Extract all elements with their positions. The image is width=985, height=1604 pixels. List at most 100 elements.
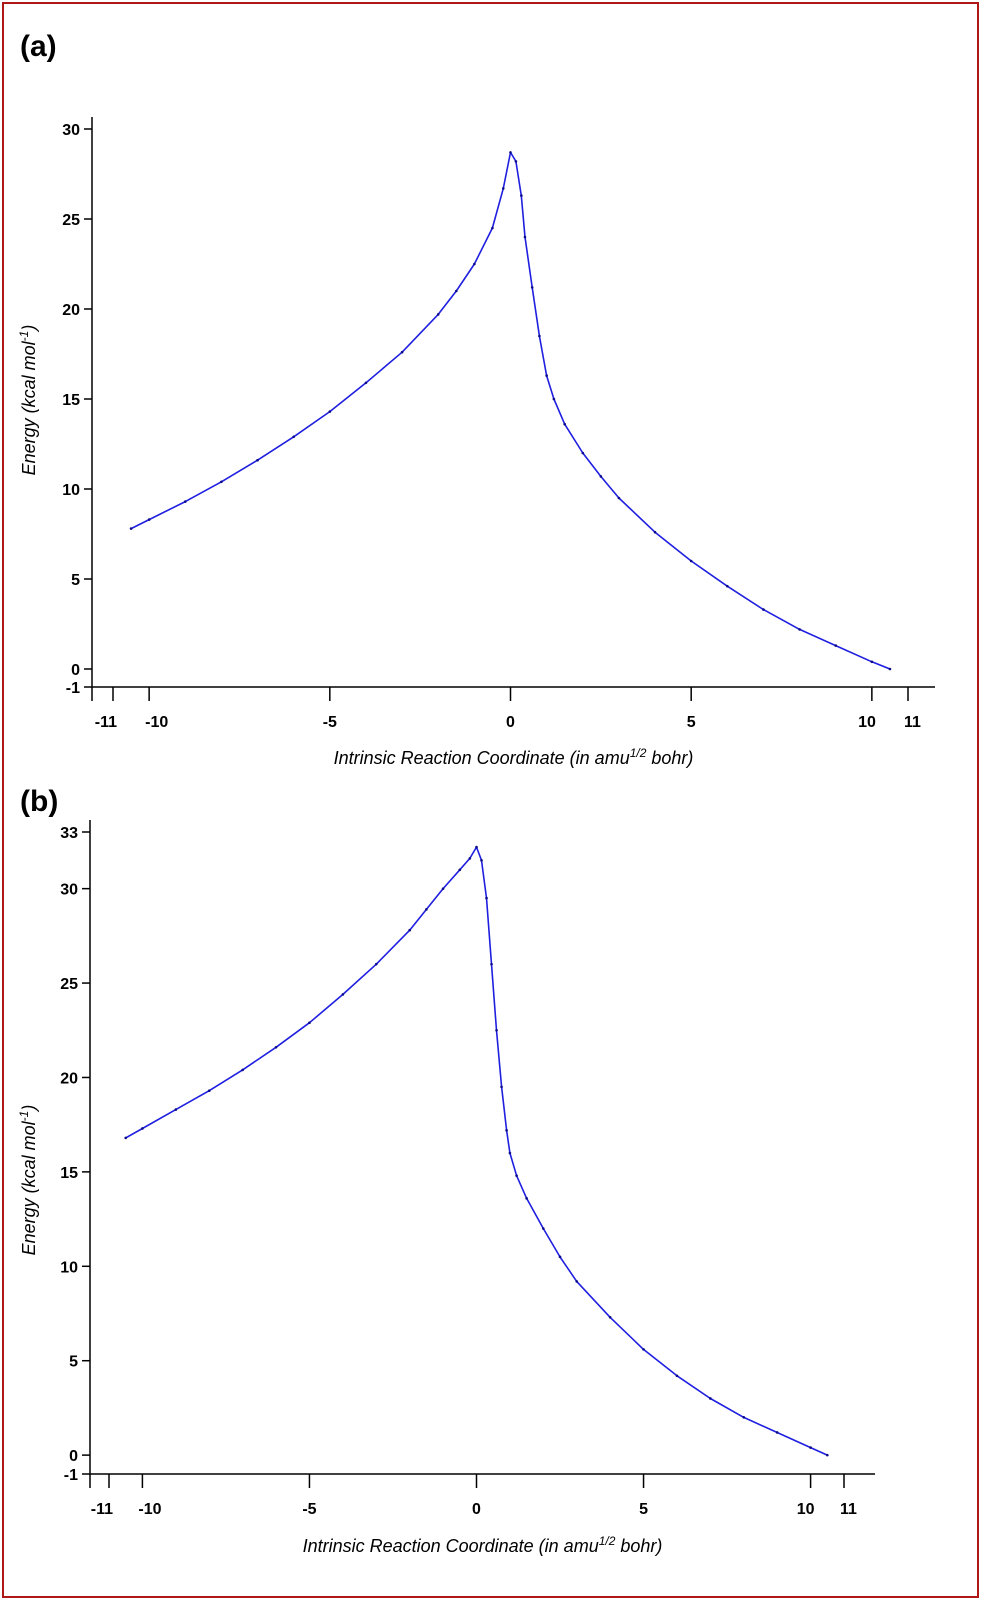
x-tick-label-a: 5 — [687, 714, 696, 731]
data-point-a — [538, 335, 541, 338]
y-tick-label-b: 30 — [60, 882, 78, 899]
data-point-a — [618, 497, 621, 500]
data-point-b — [575, 1280, 578, 1283]
data-point-b — [175, 1108, 178, 1111]
data-point-b — [509, 1152, 512, 1155]
data-point-a — [515, 160, 518, 163]
data-point-b — [642, 1348, 645, 1351]
data-point-b — [442, 887, 445, 890]
data-point-b — [375, 963, 378, 966]
x-tick-label-b: 5 — [639, 1501, 648, 1518]
series-line-a — [131, 152, 890, 669]
x-tick-label-a: 10 — [858, 714, 876, 731]
y-tick-label-b: 33 — [60, 825, 78, 842]
data-point-b — [469, 857, 472, 860]
data-point-a — [437, 313, 440, 316]
data-point-b — [208, 1089, 211, 1092]
data-point-a — [524, 236, 527, 239]
data-point-b — [709, 1397, 712, 1400]
data-point-b — [275, 1046, 278, 1049]
data-point-a — [148, 518, 151, 521]
data-point-a — [292, 436, 295, 439]
data-point-a — [220, 481, 223, 484]
data-point-b — [342, 993, 345, 996]
y-tick-label-a: -1 — [66, 680, 80, 697]
data-point-b — [542, 1227, 545, 1230]
data-point-a — [329, 410, 332, 413]
data-point-a — [365, 382, 368, 385]
x-axis-title-a: Intrinsic Reaction Coordinate (in amu1/2… — [334, 746, 694, 768]
chart-b: -105101520253033-11 -10 -5 0 5 10 11Intrinsic … — [0, 780, 985, 1604]
data-point-a — [690, 560, 693, 563]
data-point-a — [545, 374, 548, 377]
data-point-b — [525, 1197, 528, 1200]
x-tick-label-a: -10 — [145, 714, 168, 731]
data-point-b — [475, 846, 478, 849]
y-tick-label-a: 15 — [62, 392, 80, 409]
data-point-b — [826, 1454, 829, 1457]
data-point-b — [559, 1256, 562, 1259]
data-point-a — [473, 263, 476, 266]
data-point-b — [485, 897, 488, 900]
y-tick-label-b: 10 — [60, 1259, 78, 1276]
data-point-a — [509, 151, 512, 154]
data-point-a — [520, 194, 523, 197]
data-point-a — [401, 351, 404, 354]
y-tick-label-b: 0 — [69, 1448, 78, 1465]
data-point-a — [726, 585, 729, 588]
data-point-a — [654, 531, 657, 534]
data-point-b — [241, 1069, 244, 1072]
y-tick-label-a: 0 — [71, 662, 80, 679]
data-point-b — [676, 1375, 679, 1378]
data-point-b — [505, 1129, 508, 1132]
y-tick-label-a: 25 — [62, 212, 80, 229]
y-tick-label-b: 25 — [60, 976, 78, 993]
data-point-b — [776, 1431, 779, 1434]
data-point-a — [184, 500, 187, 503]
x-tick-label-a: 0 — [506, 714, 515, 731]
y-tick-label-b: 20 — [60, 1070, 78, 1087]
data-point-a — [553, 398, 556, 401]
data-point-b — [408, 929, 411, 932]
x-tick-label-a: -11 — [95, 714, 117, 731]
data-point-b — [480, 859, 483, 862]
data-point-b — [515, 1174, 518, 1177]
y-tick-label-a: 10 — [62, 482, 80, 499]
y-tick-label-a: 5 — [71, 572, 80, 589]
data-point-b — [124, 1137, 127, 1140]
x-tick-label-b: -10 — [138, 1501, 161, 1518]
y-tick-label-a: 30 — [62, 122, 80, 139]
data-point-b — [809, 1446, 812, 1449]
data-point-a — [600, 475, 603, 478]
data-point-a — [762, 608, 765, 611]
data-point-a — [798, 628, 801, 631]
x-axis-title-b: Intrinsic Reaction Coordinate (in amu1/2… — [303, 1534, 663, 1556]
data-point-a — [871, 661, 874, 664]
x-tick-label-b: 11 — [840, 1501, 857, 1518]
data-point-b — [458, 868, 461, 871]
data-point-b — [141, 1127, 144, 1130]
series-line-b — [126, 847, 828, 1455]
data-point-a — [834, 644, 837, 647]
data-point-a — [256, 459, 259, 462]
data-point-a — [889, 668, 892, 671]
data-point-b — [425, 908, 428, 911]
data-point-a — [491, 227, 494, 230]
data-point-a — [581, 452, 584, 455]
data-point-a — [130, 527, 133, 530]
x-tick-label-b: 0 — [472, 1501, 481, 1518]
data-point-b — [308, 1021, 311, 1024]
data-point-a — [531, 286, 534, 289]
y-axis-title-a: Energy (kcal mol-1) — [17, 325, 39, 476]
x-tick-label-a: -5 — [323, 714, 337, 731]
x-tick-label-a: 11 — [904, 714, 921, 731]
data-point-b — [495, 1029, 498, 1032]
y-axis-title-b: Energy (kcal mol-1) — [17, 1105, 39, 1256]
data-point-a — [563, 423, 566, 426]
data-point-b — [609, 1316, 612, 1319]
x-tick-label-b: 10 — [797, 1501, 815, 1518]
data-point-b — [490, 963, 493, 966]
y-tick-label-a: 20 — [62, 302, 80, 319]
y-tick-label-b: -1 — [64, 1467, 78, 1484]
